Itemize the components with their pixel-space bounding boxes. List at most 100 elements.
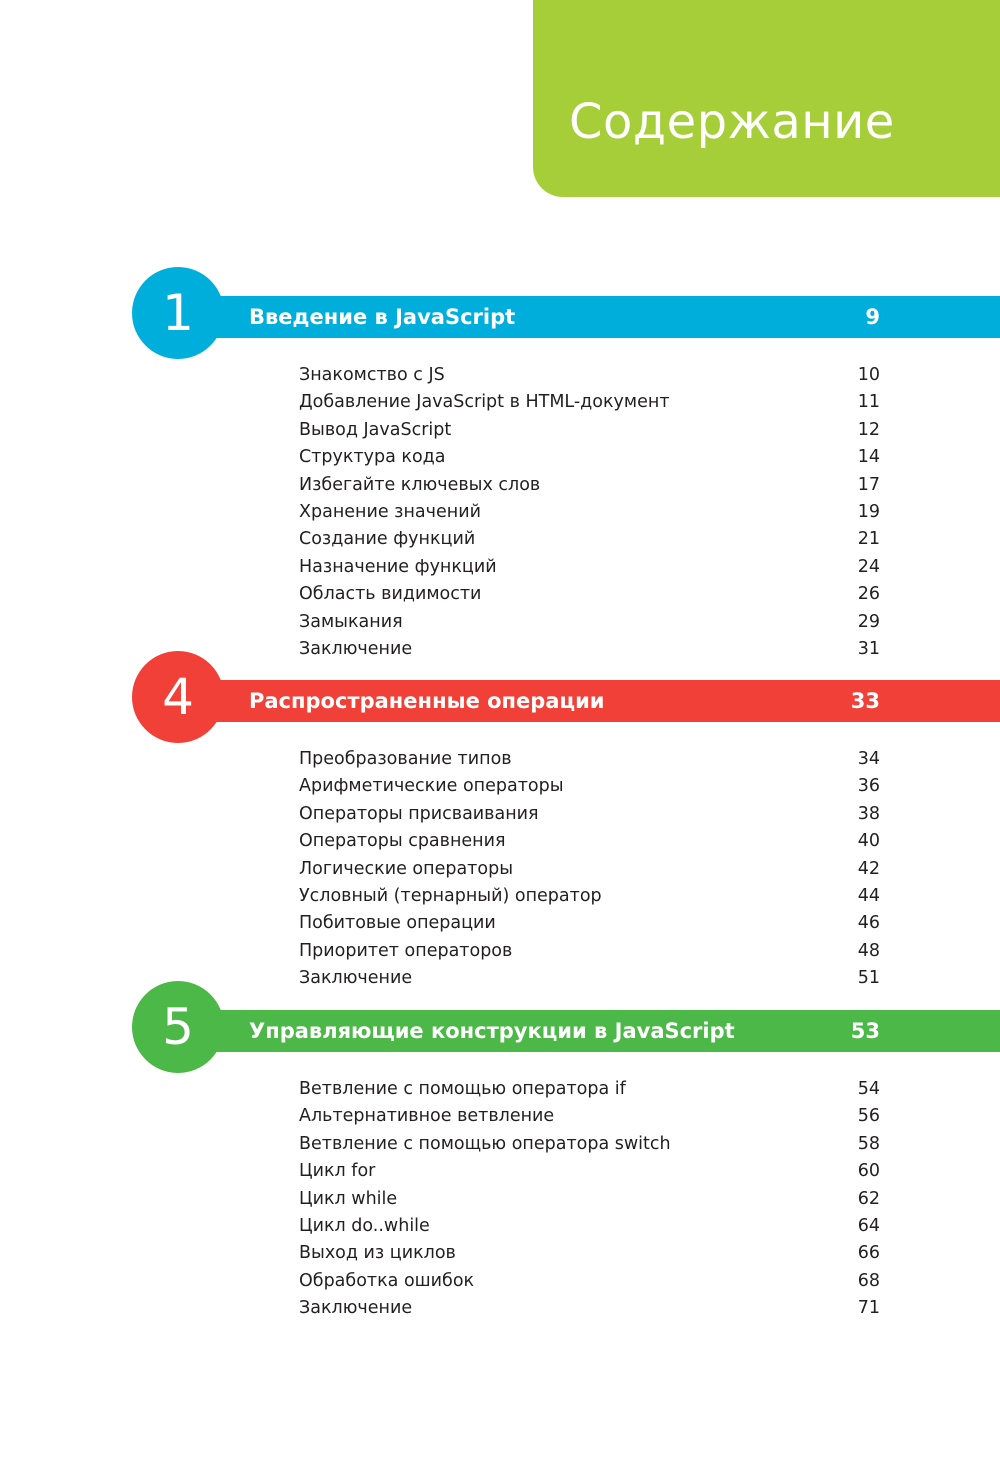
chapter-page: 33: [850, 689, 880, 713]
toc-entry[interactable]: Логические операторы 42: [299, 856, 880, 883]
entry-page: 64: [857, 1215, 880, 1236]
entry-list: Знакомство с JS 10 Добавление JavaScript…: [299, 362, 880, 663]
toc-entry[interactable]: Замыкания 29: [299, 609, 880, 636]
toc-entry[interactable]: Избегайте ключевых слов 17: [299, 472, 880, 499]
chapter-title: Введение в JavaScript: [249, 305, 516, 329]
chapter-bar[interactable]: Распространенные операции 33: [178, 680, 1000, 722]
toc-entry[interactable]: Побитовые операции 46: [299, 910, 880, 937]
entry-title: Область видимости: [299, 584, 482, 605]
entry-page: 17: [857, 474, 880, 495]
entry-title: Заключение: [299, 1298, 413, 1319]
entry-page: 44: [857, 885, 880, 906]
entry-title: Преобразование типов: [299, 749, 512, 769]
toc-entry[interactable]: Цикл while 62: [299, 1186, 880, 1213]
entry-page: 21: [857, 529, 880, 550]
entry-title: Заключение: [299, 968, 413, 989]
entry-page: 38: [857, 803, 880, 824]
entry-title: Условный (тернарный) оператор: [299, 885, 602, 906]
toc-entry[interactable]: Назначение функций 24: [299, 554, 880, 581]
entry-title: Приоритет операторов: [299, 940, 513, 961]
entry-page: 68: [857, 1270, 880, 1291]
toc-entry[interactable]: Обработка ошибок 68: [299, 1268, 880, 1295]
entry-page: 71: [857, 1298, 880, 1319]
entry-page: 31: [857, 638, 880, 659]
toc-entry[interactable]: Арифметические операторы 36: [299, 773, 880, 800]
toc-entry[interactable]: Цикл do..while 64: [299, 1213, 880, 1240]
entry-title: Логические операторы: [299, 858, 514, 879]
contents-header: Содержание: [533, 0, 1000, 197]
chapter-bar[interactable]: Управляющие конструкции в JavaScript 53: [178, 1010, 1000, 1052]
chapter-number-badge: 5: [132, 981, 224, 1073]
entry-title: Побитовые операции: [299, 913, 496, 934]
chapter-page: 9: [865, 305, 880, 329]
entry-title: Ветвление с помощью оператора if: [299, 1079, 626, 1099]
entry-title: Цикл while: [299, 1188, 398, 1209]
entry-list: Ветвление с помощью оператора if 54 Альт…: [299, 1076, 880, 1323]
toc-entry[interactable]: Цикл for 60: [299, 1158, 880, 1185]
toc-entry[interactable]: Создание функций 21: [299, 526, 880, 553]
entry-page: 36: [857, 776, 880, 797]
entry-title: Цикл for: [299, 1161, 376, 1182]
toc-entry[interactable]: Вывод JavaScript 12: [299, 417, 880, 444]
toc-entry[interactable]: Условный (тернарный) оператор 44: [299, 883, 880, 910]
toc-entry[interactable]: Заключение 51: [299, 965, 880, 992]
chapter-title: Распространенные операции: [249, 689, 605, 713]
entry-title: Ветвление с помощью оператора switch: [299, 1133, 671, 1154]
entry-page: 48: [857, 940, 880, 961]
toc-entry[interactable]: Операторы сравнения 40: [299, 828, 880, 855]
chapter-title: Управляющие конструкции в JavaScript: [249, 1019, 735, 1043]
chapter-bar[interactable]: Введение в JavaScript 9: [178, 296, 1000, 338]
entry-page: 12: [857, 419, 880, 440]
entry-title: Хранение значений: [299, 501, 481, 522]
entry-page: 34: [857, 749, 880, 769]
toc-entry[interactable]: Добавление JavaScript в HTML-документ 11: [299, 389, 880, 416]
entry-page: 66: [857, 1243, 880, 1264]
entry-list: Преобразование типов 34 Арифметические о…: [299, 746, 880, 993]
entry-page: 46: [857, 913, 880, 934]
entry-title: Обработка ошибок: [299, 1270, 475, 1291]
entry-page: 19: [857, 501, 880, 522]
entry-title: Знакомство с JS: [299, 365, 445, 385]
entry-page: 42: [857, 858, 880, 879]
entry-title: Заключение: [299, 638, 413, 659]
entry-title: Операторы присваивания: [299, 803, 539, 824]
entry-title: Замыкания: [299, 611, 403, 632]
entry-page: 60: [857, 1161, 880, 1182]
toc-entry[interactable]: Заключение 31: [299, 636, 880, 663]
toc-entry[interactable]: Альтернативное ветвление 56: [299, 1103, 880, 1130]
entry-page: 14: [857, 447, 880, 468]
entry-page: 10: [857, 365, 880, 385]
entry-page: 51: [857, 968, 880, 989]
toc-entry[interactable]: Операторы присваивания 38: [299, 801, 880, 828]
entry-title: Назначение функций: [299, 556, 497, 577]
chapter-number-badge: 4: [132, 651, 224, 743]
entry-page: 26: [857, 584, 880, 605]
toc-entry[interactable]: Приоритет операторов 48: [299, 938, 880, 965]
toc-entry[interactable]: Структура кода 14: [299, 444, 880, 471]
toc-entry[interactable]: Ветвление с помощью оператора if 54: [299, 1076, 880, 1103]
entry-page: 56: [857, 1106, 880, 1127]
entry-page: 54: [857, 1079, 880, 1099]
toc-entry[interactable]: Знакомство с JS 10: [299, 362, 880, 389]
chapter-number-badge: 1: [132, 267, 224, 359]
toc-entry[interactable]: Преобразование типов 34: [299, 746, 880, 773]
toc-entry[interactable]: Выход из циклов 66: [299, 1240, 880, 1267]
entry-page: 58: [857, 1133, 880, 1154]
entry-page: 11: [857, 392, 880, 413]
entry-page: 62: [857, 1188, 880, 1209]
toc-entry[interactable]: Заключение 71: [299, 1295, 880, 1322]
entry-page: 24: [857, 556, 880, 577]
entry-title: Цикл do..while: [299, 1215, 430, 1236]
toc-entry[interactable]: Хранение значений 19: [299, 499, 880, 526]
entry-page: 40: [857, 831, 880, 852]
entry-title: Добавление JavaScript в HTML-документ: [299, 392, 670, 413]
entry-title: Вывод JavaScript: [299, 419, 452, 440]
entry-title: Создание функций: [299, 529, 476, 550]
entry-page: 29: [857, 611, 880, 632]
entry-title: Операторы сравнения: [299, 831, 506, 852]
chapter-page: 53: [850, 1019, 880, 1043]
entry-title: Альтернативное ветвление: [299, 1106, 555, 1127]
toc-entry[interactable]: Ветвление с помощью оператора switch 58: [299, 1131, 880, 1158]
toc-entry[interactable]: Область видимости 26: [299, 581, 880, 608]
page-title: Содержание: [569, 94, 895, 150]
